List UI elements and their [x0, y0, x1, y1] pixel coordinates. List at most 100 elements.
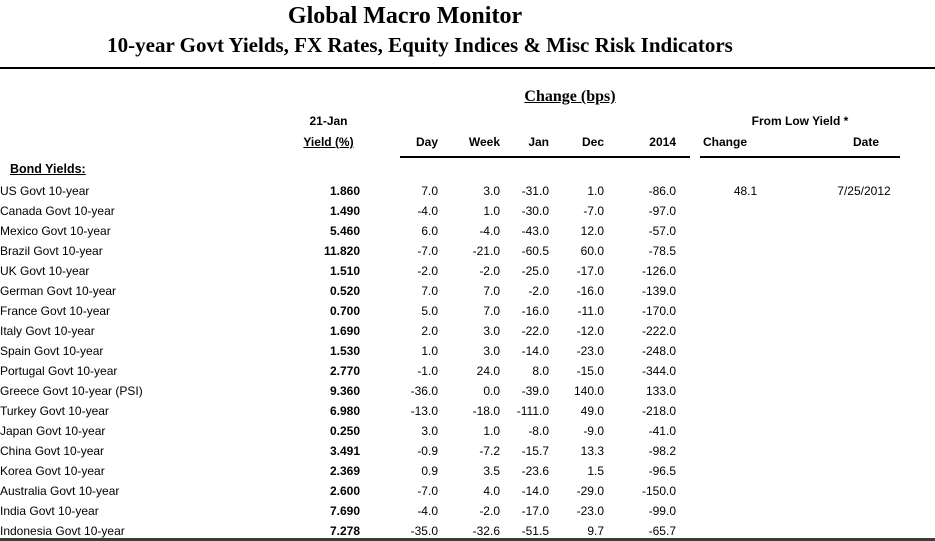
- change-columns-underline: [400, 156, 690, 158]
- row-label: Korea Govt 10-year: [0, 464, 105, 478]
- bond-yields-table: US Govt 10-year 1.860 7.0 3.0 -31.0 1.0 -86.0 4…: [0, 181, 915, 541]
- cell-from-low-date: [815, 261, 915, 281]
- cell-from-low-date: 7/25/2012: [837, 184, 891, 198]
- cell-yield: 11.820: [323, 244, 360, 258]
- row-label: Italy Govt 10-year: [0, 324, 95, 338]
- cell-from-low-change: [678, 501, 815, 521]
- cell-yield: 9.360: [329, 384, 360, 398]
- cell-yield: 6.980: [329, 404, 360, 418]
- table-row: US Govt 10-year 1.860 7.0 3.0 -31.0 1.0 -86.0 4…: [0, 181, 915, 201]
- row-label: India Govt 10-year: [0, 504, 99, 518]
- cell-from-low-date: [815, 221, 915, 241]
- cell-day: 2.0: [421, 324, 438, 338]
- cell-from-low-date: [815, 201, 915, 221]
- cell-jan: 8.0: [532, 364, 549, 378]
- cell-2014: 133.0: [645, 384, 676, 398]
- cell-2014: -96.5: [648, 464, 676, 478]
- cell-dec: -17.0: [576, 264, 604, 278]
- col-header-week: Week: [468, 135, 500, 149]
- table-row: UK Govt 10-year 1.510 -2.0 -2.0 -25.0 -17.0 -1…: [0, 261, 915, 281]
- cell-week: -21.0: [472, 244, 500, 258]
- cell-day: -2.0: [417, 264, 438, 278]
- cell-2014: -222.0: [641, 324, 676, 338]
- cell-yield: 1.860: [329, 184, 360, 198]
- cell-week: 1.0: [483, 204, 500, 218]
- cell-dec: 49.0: [580, 404, 604, 418]
- cell-day: -36.0: [410, 384, 438, 398]
- row-label: US Govt 10-year: [0, 184, 90, 198]
- cell-yield: 1.510: [329, 264, 360, 278]
- cell-week: 3.0: [483, 184, 500, 198]
- cell-day: -13.0: [410, 404, 438, 418]
- cell-dec: -11.0: [577, 304, 604, 318]
- cell-from-low-date: [815, 321, 915, 341]
- title-divider: [0, 67, 935, 69]
- cell-2014: -98.2: [648, 444, 676, 458]
- table-row: India Govt 10-year 7.690 -4.0 -2.0 -17.0 -23.…: [0, 501, 915, 521]
- cell-from-low-change: [678, 421, 815, 441]
- cell-from-low-change: [678, 481, 815, 501]
- cell-2014: -150.0: [641, 484, 676, 498]
- cell-2014: -126.0: [641, 264, 676, 278]
- cell-2014: -248.0: [641, 344, 676, 358]
- row-label: Greece Govt 10-year (PSI): [0, 384, 143, 398]
- from-low-yield-group-header: From Low Yield *: [751, 114, 849, 128]
- cell-2014: -57.0: [648, 224, 676, 238]
- cell-from-low-change: [678, 301, 815, 321]
- cell-yield: 0.520: [329, 284, 360, 298]
- row-label: Spain Govt 10-year: [0, 344, 104, 358]
- cell-dec: -23.0: [576, 344, 604, 358]
- table-row: China Govt 10-year 3.491 -0.9 -7.2 -15.7 13.3…: [0, 441, 915, 461]
- cell-jan: -39.0: [521, 384, 549, 398]
- row-label: Turkey Govt 10-year: [0, 404, 109, 418]
- cell-week: -7.2: [479, 444, 500, 458]
- row-label: China Govt 10-year: [0, 444, 105, 458]
- cell-week: 24.0: [476, 364, 500, 378]
- cell-from-low-change: [678, 241, 815, 261]
- col-header-2014: 2014: [649, 135, 676, 149]
- row-label: Portugal Govt 10-year: [0, 364, 118, 378]
- cell-day: -4.0: [417, 204, 438, 218]
- cell-from-low-date: [815, 281, 915, 301]
- cell-dec: -29.0: [576, 484, 604, 498]
- cell-2014: -65.7: [648, 524, 676, 538]
- cell-jan: -14.0: [521, 344, 549, 358]
- cell-jan: -111.0: [516, 404, 549, 418]
- col-header-low-change: Change: [702, 135, 747, 149]
- table-row: Canada Govt 10-year 1.490 -4.0 1.0 -30.0 -7.0…: [0, 201, 915, 221]
- cell-2014: -41.0: [648, 424, 676, 438]
- cell-from-low-date: [815, 481, 915, 501]
- col-header-asof-date: 21-Jan: [309, 114, 348, 128]
- cell-week: -2.0: [479, 504, 500, 518]
- cell-jan: -51.5: [521, 524, 549, 538]
- cell-day: 1.0: [421, 344, 438, 358]
- col-header-jan: Jan: [528, 135, 549, 149]
- cell-2014: -97.0: [648, 204, 676, 218]
- row-label: German Govt 10-year: [0, 284, 117, 298]
- cell-jan: -31.0: [521, 184, 549, 198]
- table-row: German Govt 10-year 0.520 7.0 7.0 -2.0 -16.0 -…: [0, 281, 915, 301]
- cell-from-low-change: [678, 261, 815, 281]
- cell-2014: -218.0: [641, 404, 676, 418]
- cell-from-low-date: [815, 361, 915, 381]
- cell-day: 6.0: [421, 224, 438, 238]
- table-row: Indonesia Govt 10-year 7.278 -35.0 -32.6 -51…: [0, 521, 915, 541]
- cell-from-low-date: [815, 381, 915, 401]
- cell-jan: -16.0: [521, 304, 549, 318]
- table-row: Turkey Govt 10-year 6.980 -13.0 -18.0 -111.0…: [0, 401, 915, 421]
- cell-yield: 0.250: [329, 424, 360, 438]
- cell-dec: -12.0: [576, 324, 604, 338]
- cell-jan: -60.5: [521, 244, 549, 258]
- cell-day: 3.0: [421, 424, 438, 438]
- cell-day: -4.0: [417, 504, 438, 518]
- page-bottom-edge: [0, 538, 935, 541]
- row-label: UK Govt 10-year: [0, 264, 90, 278]
- cell-from-low-date: [815, 301, 915, 321]
- cell-yield: 3.491: [329, 444, 360, 458]
- col-header-day: Day: [415, 135, 438, 149]
- cell-day: -0.9: [417, 444, 438, 458]
- table-row: Greece Govt 10-year (PSI) 9.360 -36.0 0.0 -3…: [0, 381, 915, 401]
- cell-week: 4.0: [483, 484, 500, 498]
- cell-week: -2.0: [479, 264, 500, 278]
